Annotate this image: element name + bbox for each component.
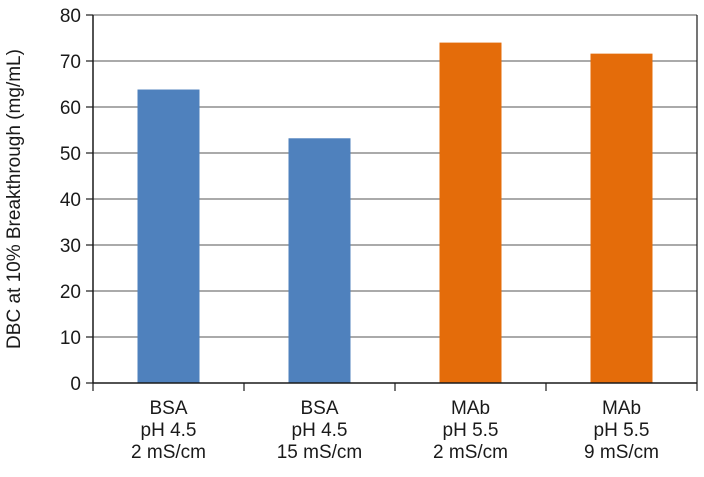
category-label: 2 mS/cm [131, 442, 206, 463]
category-label: BSA [149, 398, 187, 419]
category-label: pH 5.5 [594, 420, 650, 441]
y-axis-title: DBC at 10% Breakthrough (mg/mL) [4, 49, 25, 349]
y-tick-label: 10 [60, 328, 81, 349]
bar [137, 89, 200, 384]
bar [590, 53, 653, 383]
y-tick-labels: 0 10 20 30 40 50 60 70 80 [60, 6, 81, 395]
y-tick-label: 70 [60, 52, 81, 73]
y-tick-label: 60 [60, 98, 81, 119]
y-tick-label: 50 [60, 144, 81, 165]
category-label: 15 mS/cm [277, 442, 363, 463]
y-tick-label: 20 [60, 282, 81, 303]
category-label: pH 5.5 [443, 420, 499, 441]
y-tick-label: 0 [70, 374, 81, 395]
category-label: 9 mS/cm [584, 442, 659, 463]
bar [439, 42, 502, 383]
y-tick-label: 30 [60, 236, 81, 257]
category-label: pH 4.5 [292, 420, 348, 441]
category-label: MAb [602, 398, 641, 419]
bar-layer [137, 42, 653, 384]
category-label: 2 mS/cm [433, 442, 508, 463]
category-label: MAb [451, 398, 490, 419]
y-tick-label: 80 [60, 6, 81, 27]
category-label: BSA [300, 398, 338, 419]
y-tick-label: 40 [60, 190, 81, 211]
category-label: pH 4.5 [141, 420, 197, 441]
axis-layer [86, 14, 698, 391]
bar [288, 138, 351, 383]
